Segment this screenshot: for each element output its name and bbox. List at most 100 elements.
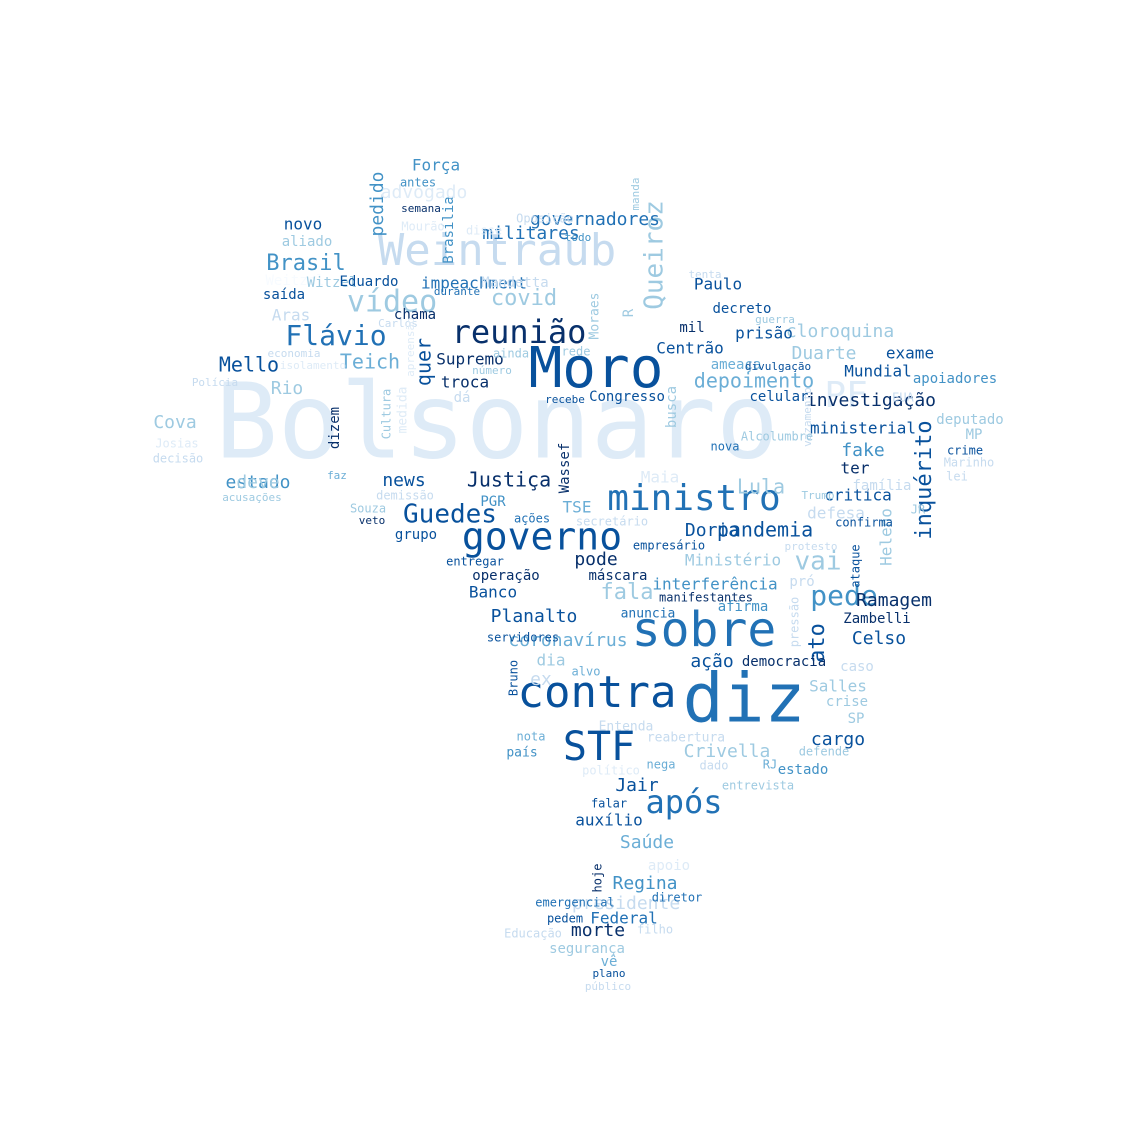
cloud-word: Entenda <box>599 720 654 735</box>
cloud-word: alvo <box>572 665 601 679</box>
cloud-word: Bolsonaro <box>215 360 779 482</box>
cloud-word: hoje <box>591 864 605 893</box>
cloud-word: TSE <box>563 498 592 517</box>
cloud-word: Cova <box>153 412 196 433</box>
cloud-word: MP <box>966 427 983 443</box>
cloud-word: Justiça <box>467 468 551 492</box>
cloud-word: busca <box>664 386 680 428</box>
cloud-word: isolamento <box>280 359 346 372</box>
cloud-word: nega <box>647 758 676 772</box>
cloud-word: Eduardo <box>339 274 398 290</box>
cloud-word: news <box>382 470 425 491</box>
cloud-word: crise <box>826 694 868 710</box>
cloud-word: diz <box>683 660 806 739</box>
cloud-word: impeachment <box>421 274 527 293</box>
cloud-word: pró <box>789 574 814 590</box>
cloud-word: medida <box>396 387 411 434</box>
cloud-word: democracia <box>742 654 826 670</box>
cloud-word: Supremo <box>436 350 503 369</box>
cloud-word: reunião <box>452 313 587 351</box>
cloud-word: ter <box>841 459 870 478</box>
cloud-word: número <box>472 364 512 377</box>
cloud-word: coronavírus <box>508 630 627 651</box>
cloud-word: ações <box>514 512 550 526</box>
cloud-word: defesa <box>807 504 865 523</box>
cloud-word: Mundial <box>844 362 911 381</box>
cloud-word: Centrão <box>656 339 723 358</box>
cloud-word: interferência <box>652 575 777 594</box>
cloud-word: sobre <box>632 602 777 658</box>
cloud-word: pedem <box>547 912 583 926</box>
cloud-word: Alcolumbre <box>741 430 813 444</box>
cloud-word: Brasil <box>266 251 345 276</box>
cloud-word: mil <box>679 320 704 336</box>
cloud-word: emergencial <box>535 896 614 910</box>
cloud-word: pedido <box>367 171 388 236</box>
cloud-word: pressão <box>788 597 802 648</box>
cloud-word: anuncia <box>621 607 676 622</box>
cloud-word: protesto <box>785 540 838 553</box>
cloud-word: governadores <box>530 209 660 230</box>
cloud-word: vê <box>601 954 618 970</box>
cloud-word: reabertura <box>647 731 725 746</box>
cloud-word: Guedes <box>403 500 497 530</box>
cloud-word: veto <box>359 514 386 527</box>
cloud-word: pede <box>810 579 877 612</box>
cloud-word: aliado <box>282 234 333 250</box>
cloud-word: ameaça <box>711 357 762 373</box>
cloud-word: grupo <box>395 527 437 543</box>
cloud-word: Educação <box>504 927 562 941</box>
cloud-word: ministerial <box>810 419 916 438</box>
cloud-word: Ministério <box>685 551 781 570</box>
cloud-word: plano <box>592 967 625 980</box>
cloud-word: defende <box>799 745 850 759</box>
cloud-word: RJ <box>763 758 777 772</box>
cloud-word: depoimento <box>694 369 814 393</box>
cloud-word: fala <box>601 580 654 605</box>
cloud-word: Polícia <box>192 376 238 389</box>
cloud-word: Flávio <box>285 319 386 352</box>
cloud-word: Saúde <box>620 832 674 853</box>
cloud-word: ataque <box>849 544 863 587</box>
cloud-word: Rio <box>271 378 304 399</box>
cloud-word: dado <box>700 759 729 773</box>
cloud-word: Witzel <box>307 275 358 291</box>
cloud-word: país <box>506 746 537 761</box>
cloud-word: Força <box>412 156 460 175</box>
cloud-word: Ramagem <box>856 590 932 611</box>
cloud-word: vazamento <box>801 387 814 447</box>
cloud-word: STF <box>563 724 635 770</box>
cloud-word: deputado <box>936 412 1003 428</box>
cloud-word: Crivella <box>684 741 771 762</box>
cloud-word: governo <box>462 515 622 559</box>
cloud-word: Federal <box>590 909 657 928</box>
cloud-word: fake <box>841 440 884 461</box>
cloud-word: servidores <box>487 631 559 645</box>
cloud-word: caso <box>840 659 874 675</box>
cloud-word: demissão <box>376 489 434 503</box>
cloud-word: Regina <box>612 873 677 894</box>
cloud-word: apoiadores <box>913 371 997 387</box>
cloud-word: após <box>645 783 722 821</box>
cloud-word: Teich <box>340 350 400 374</box>
cloud-word: estado <box>225 472 290 493</box>
cloud-word: recebe <box>545 393 585 406</box>
cloud-word: estado <box>778 762 829 778</box>
cloud-word: nota <box>517 730 546 744</box>
cloud-word: político <box>582 764 640 778</box>
cloud-word: filho <box>637 923 673 937</box>
cloud-word: JR <box>911 503 926 517</box>
cloud-word: ministro <box>607 478 780 519</box>
cloud-word: Mandetta <box>481 275 548 291</box>
cloud-word: vai <box>795 547 842 577</box>
cloud-word: Bruno <box>507 660 521 696</box>
cloud-word: dia <box>537 651 566 670</box>
cloud-word: chama <box>394 307 436 323</box>
cloud-word: Weintraub <box>378 225 616 276</box>
cloud-word: Doria <box>685 520 739 541</box>
cloud-word: rede <box>562 345 591 359</box>
cloud-word: Duarte <box>791 343 856 364</box>
cloud-word: ex <box>530 669 552 690</box>
cloud-word: Celso <box>852 628 906 649</box>
